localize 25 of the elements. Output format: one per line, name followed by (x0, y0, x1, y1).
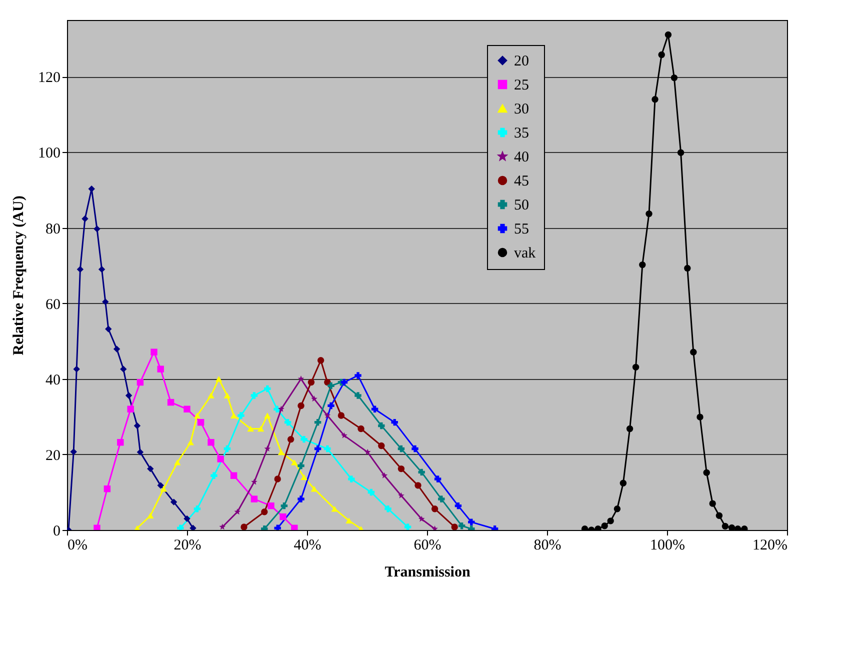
y-tick-label: 60 (46, 296, 60, 313)
y-axis-title: Relative Frequency (AU) (11, 196, 27, 356)
legend-label: 50 (514, 198, 529, 214)
y-tick-label: 100 (38, 146, 60, 162)
x-tick-label: 60% (414, 538, 442, 554)
legend-label: 20 (514, 54, 529, 70)
y-tick-label: 80 (46, 221, 60, 238)
x-tick-label: 80% (534, 538, 562, 554)
x-tick-label: 0% (68, 538, 88, 554)
legend-label: 40 (514, 150, 529, 166)
legend-label: 25 (514, 78, 529, 94)
y-tick-label: 120 (38, 70, 60, 86)
x-tick-label: 120% (752, 538, 788, 554)
x-tick-label: 20% (174, 538, 202, 554)
legend-label: 30 (514, 102, 529, 118)
legend-label: 45 (514, 174, 529, 190)
legend-label: 35 (514, 126, 529, 142)
legend-label: vak (514, 246, 536, 262)
x-tick-label: 40% (294, 538, 322, 554)
x-axis-title: Transmission (384, 564, 471, 580)
y-tick-label: 20 (46, 448, 60, 464)
y-tick-label: 0 (53, 524, 60, 540)
y-tick-label: 40 (46, 372, 60, 388)
x-tick-label: 100% (650, 538, 685, 554)
legend-label: 55 (514, 222, 529, 238)
